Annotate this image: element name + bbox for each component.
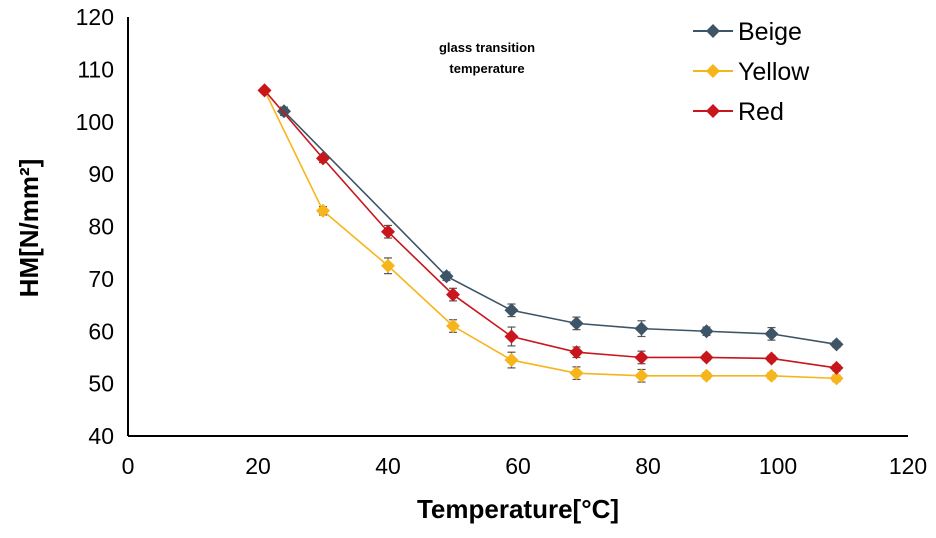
- data-point-yellow: [634, 368, 649, 383]
- data-point-beige: [634, 321, 649, 336]
- tick-labels: 40 50 60 70 80 90 100 110 120 0 20 40 60 80 100 120: [76, 4, 928, 479]
- legend-marker-red: [706, 104, 720, 118]
- series-red: [257, 83, 844, 375]
- legend-item-yellow: Yellow: [693, 58, 810, 86]
- data-point-yellow: [446, 319, 460, 334]
- y-tick-label: 60: [88, 318, 114, 344]
- series-line-beige: [283, 110, 837, 346]
- x-tick-label: 40: [375, 453, 401, 479]
- series-yellow: [257, 83, 844, 386]
- data-point-red: [381, 224, 395, 239]
- data-point-red: [569, 345, 584, 360]
- data-point-yellow: [381, 258, 395, 273]
- series-line-red: [263, 89, 837, 369]
- annotation-line-2: temperature: [449, 61, 524, 76]
- data-point-beige: [569, 316, 584, 331]
- data-point-yellow: [316, 203, 330, 218]
- data-point-yellow: [504, 353, 519, 368]
- data-point-red: [446, 287, 460, 302]
- data-point-beige: [829, 337, 844, 352]
- y-tick-label: 100: [76, 109, 114, 135]
- data-point-red: [829, 360, 844, 375]
- axes: [127, 17, 908, 437]
- x-tick-label: 0: [122, 453, 135, 479]
- data-point-red: [764, 351, 779, 366]
- x-tick-label: 20: [245, 453, 271, 479]
- y-tick-label: 50: [88, 371, 114, 397]
- x-axis-title: Temperature[°C]: [417, 494, 619, 524]
- y-tick-label: 90: [88, 161, 114, 187]
- x-tick-label: 120: [889, 453, 927, 479]
- data-point-beige: [439, 269, 454, 284]
- data-point-red: [504, 329, 519, 344]
- y-tick-label: 70: [88, 266, 114, 292]
- data-point-beige: [504, 303, 519, 318]
- series: [257, 83, 844, 386]
- y-tick-label: 80: [88, 214, 114, 240]
- x-tick-label: 80: [635, 453, 661, 479]
- legend-item-red: Red: [693, 98, 784, 126]
- x-tick-label: 60: [505, 453, 531, 479]
- data-point-yellow: [569, 366, 584, 381]
- y-tick-label: 110: [77, 56, 114, 82]
- data-point-red: [634, 350, 649, 365]
- data-point-yellow: [699, 368, 714, 383]
- y-tick-label: 40: [88, 423, 114, 449]
- y-axis-title: HM[N/mm²]: [14, 159, 44, 298]
- legend-label-yellow: Yellow: [738, 58, 810, 86]
- series-line-yellow: [263, 89, 837, 380]
- data-point-beige: [699, 324, 714, 339]
- legend-marker-beige: [706, 24, 720, 38]
- data-point-red: [257, 83, 272, 98]
- data-point-beige: [764, 326, 779, 341]
- data-point-red: [316, 151, 330, 166]
- annotation-line-1: glass transition: [439, 40, 535, 55]
- legend-label-red: Red: [738, 98, 784, 126]
- legend-label-beige: Beige: [738, 18, 802, 46]
- legend: Beige Yellow Red: [693, 18, 810, 126]
- data-point-yellow: [764, 368, 779, 383]
- data-point-yellow: [829, 371, 844, 386]
- data-point-red: [699, 350, 714, 365]
- x-tick-label: 100: [759, 453, 797, 479]
- series-beige: [277, 104, 844, 352]
- legend-item-beige: Beige: [693, 18, 802, 46]
- y-tick-label: 120: [76, 4, 114, 30]
- legend-marker-yellow: [706, 64, 720, 78]
